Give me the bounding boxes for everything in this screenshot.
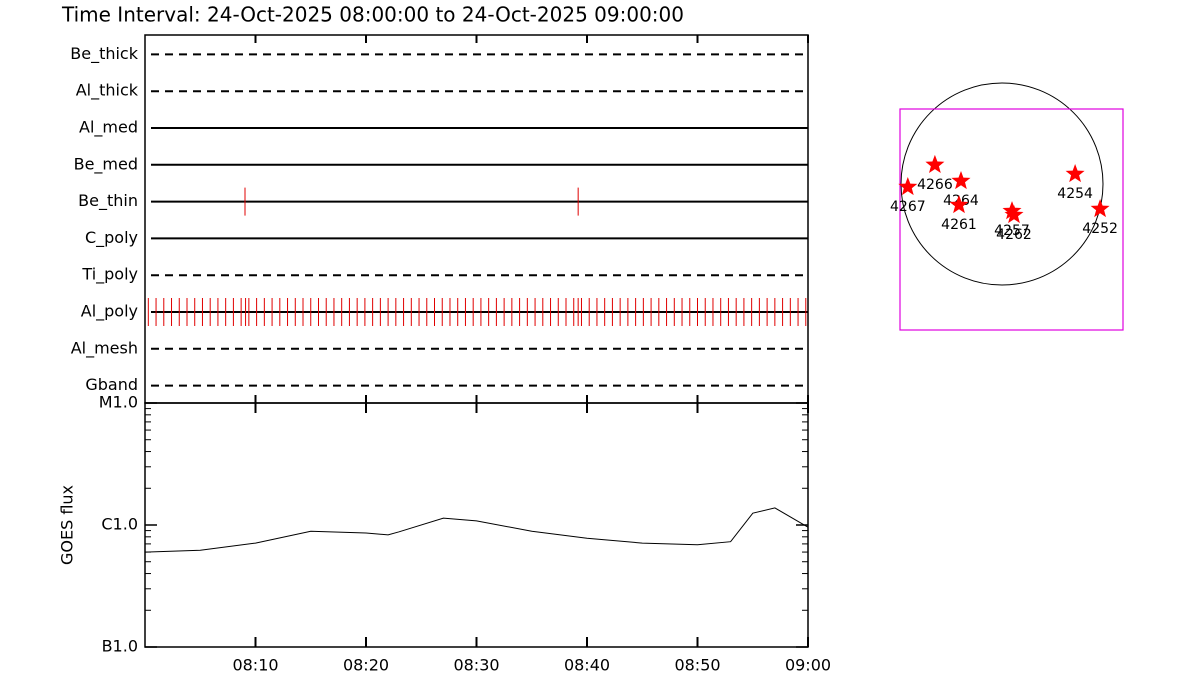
row-label: Al_thick	[76, 81, 139, 101]
row-label: Gband	[85, 375, 138, 394]
active-region	[1065, 164, 1085, 183]
active-region	[1004, 205, 1024, 224]
x-tick-label: 08:30	[453, 656, 499, 675]
region-label: 4262	[996, 227, 1032, 243]
region-label: 4267	[890, 199, 926, 215]
x-tick-label: 09:00	[785, 656, 831, 675]
y-tick-label: B1.0	[102, 637, 138, 656]
active-region	[925, 154, 945, 173]
y-tick-label: M1.0	[99, 393, 138, 412]
region-label: 4252	[1082, 221, 1118, 237]
active-region	[1002, 201, 1022, 220]
x-tick-label: 08:50	[674, 656, 720, 675]
x-tick-label: 08:40	[564, 656, 610, 675]
active-region	[949, 195, 969, 214]
row-label: Ti_poly	[81, 265, 138, 285]
y-axis-label: GOES flux	[58, 485, 77, 565]
row-label: Be_med	[74, 154, 138, 174]
region-label: 4257	[994, 223, 1030, 239]
region-label: 4266	[917, 177, 953, 193]
title: Time Interval: 24-Oct-2025 08:00:00 to 2…	[61, 3, 684, 27]
row-label: Al_med	[79, 118, 138, 138]
active-region	[898, 177, 918, 196]
y-tick-label: C1.0	[101, 515, 138, 534]
active-region	[951, 171, 971, 190]
row-label: Al_mesh	[71, 338, 138, 358]
x-tick-label: 08:20	[343, 656, 389, 675]
row-label: Be_thick	[70, 44, 138, 64]
region-label: 4261	[941, 217, 977, 233]
goes-curve	[144, 507, 809, 553]
row-label: Be_thin	[78, 191, 138, 211]
region-label: 4254	[1057, 186, 1093, 202]
active-region	[1090, 199, 1110, 218]
field-of-view	[899, 108, 1124, 331]
row-label: C_poly	[85, 228, 138, 248]
row-label: Al_poly	[81, 302, 138, 322]
x-tick-label: 08:10	[232, 656, 278, 675]
